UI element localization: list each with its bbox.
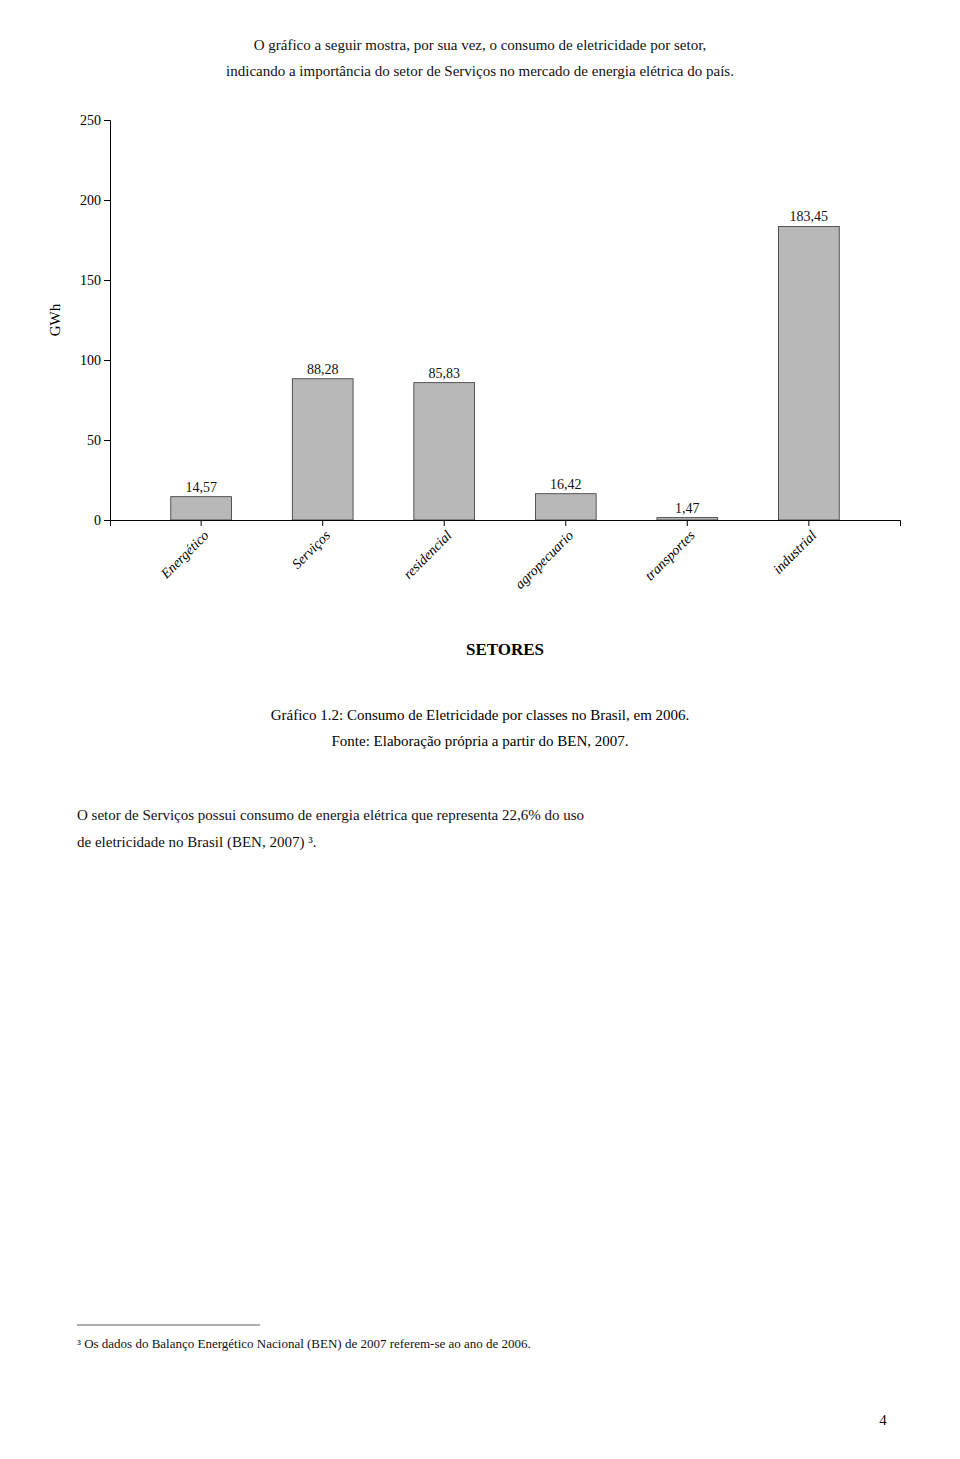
x-axis: Energético Serviços residencial agropecuari… xyxy=(111,520,901,592)
bar xyxy=(414,383,475,520)
x-tick-label: transportes xyxy=(642,527,698,583)
x-tick: transportes xyxy=(642,520,698,583)
x-tick-mark xyxy=(444,520,445,526)
x-axis-title: SETORES xyxy=(466,640,544,659)
x-tick-mark xyxy=(201,520,202,526)
y-tick-mark xyxy=(104,120,110,121)
y-tick-label: 50 xyxy=(87,433,101,448)
footnote-rule xyxy=(77,1325,260,1326)
x-tick-mark xyxy=(322,520,323,526)
x-tick: Serviços xyxy=(289,520,334,572)
y-tick: 50 xyxy=(87,433,110,448)
y-tick: 0 xyxy=(94,513,110,528)
x-tick-mark xyxy=(808,520,809,526)
x-tick: industrial xyxy=(770,520,819,577)
y-tick: 200 xyxy=(80,193,110,208)
bars xyxy=(171,226,839,520)
y-axis-line xyxy=(104,121,111,521)
y-tick-mark xyxy=(104,440,110,441)
y-tick-label: 0 xyxy=(94,513,101,528)
x-tick-mark xyxy=(565,520,566,526)
bar xyxy=(778,226,839,520)
x-axis-line xyxy=(111,521,901,527)
data-label: 1,47 xyxy=(675,501,700,516)
annotation: 4 xyxy=(879,1412,887,1428)
y-tick: 250 xyxy=(80,113,110,128)
y-tick-label: 100 xyxy=(80,353,101,368)
y-tick-mark xyxy=(104,360,110,361)
bar xyxy=(657,518,718,520)
y-tick-mark xyxy=(104,280,110,281)
y-axis: 0 50 100 150 200 250 xyxy=(80,113,111,528)
x-tick: agropecuario xyxy=(512,520,576,592)
bar xyxy=(292,379,353,520)
annotation: de eletricidade no Brasil (BEN, 2007) ³. xyxy=(77,834,316,851)
x-tick-mark xyxy=(687,520,688,526)
y-tick: 150 xyxy=(80,273,110,288)
y-tick-mark xyxy=(104,520,110,521)
bar xyxy=(535,494,596,520)
y-tick: 100 xyxy=(80,353,110,368)
data-label: 16,42 xyxy=(550,477,582,492)
x-tick: Energético xyxy=(157,520,211,582)
x-tick-label: Energético xyxy=(157,528,211,582)
subtitle: Fonte: Elaboração própria a partir do BE… xyxy=(332,733,629,749)
data-labels: 14,57 88,28 85,83 16,42 1,47 183,45 xyxy=(185,209,828,515)
annotation: indicando a importância do setor de Serv… xyxy=(226,63,734,79)
x-tick-label: agropecuario xyxy=(512,528,576,592)
page: O gráfico a seguir mostra, por sua vez, … xyxy=(0,0,960,1459)
data-label: 85,83 xyxy=(428,366,460,381)
x-tick-label: Serviços xyxy=(289,527,334,572)
data-label: 88,28 xyxy=(307,362,339,377)
annotation: O setor de Serviços possui consumo de en… xyxy=(77,807,584,823)
y-tick-label: 150 xyxy=(80,273,101,288)
y-tick-label: 250 xyxy=(80,113,101,128)
annotation: ³ Os dados do Balanço Energético Naciona… xyxy=(77,1336,531,1351)
y-axis-title: GWh xyxy=(47,303,63,336)
y-tick-label: 200 xyxy=(80,193,101,208)
x-tick: residencial xyxy=(400,520,454,582)
bar xyxy=(171,497,232,520)
chart: 0 50 100 150 200 250 Energético Serviços residen… xyxy=(47,113,901,659)
annotation: O gráfico a seguir mostra, por sua vez, … xyxy=(254,37,707,53)
x-tick-label: industrial xyxy=(770,528,819,577)
x-tick-label: residencial xyxy=(400,528,454,582)
title: Gráfico 1.2: Consumo de Eletricidade por… xyxy=(271,707,690,723)
data-label: 183,45 xyxy=(790,209,829,224)
data-label: 14,57 xyxy=(185,480,217,495)
y-tick-mark xyxy=(104,200,110,201)
